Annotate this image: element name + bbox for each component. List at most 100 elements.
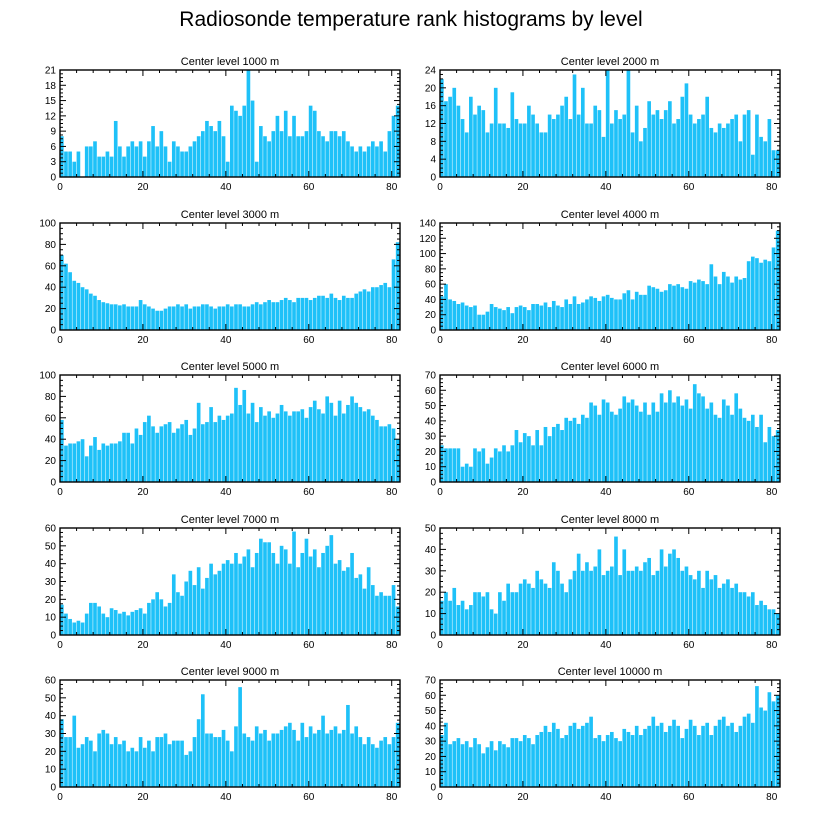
histogram-bar [531,587,535,635]
histogram-bar [701,725,705,787]
histogram-bar [387,744,392,787]
histogram-bar [138,141,143,177]
histogram-bar [676,396,680,482]
y-tick-label: 80 [425,264,437,275]
histogram-bar [568,420,573,482]
histogram-bar [205,577,209,635]
x-tick-label: 20 [517,487,529,498]
histogram-bar [263,729,267,787]
histogram-bar [668,284,672,330]
histogram-bar [366,737,371,787]
histogram-bar [535,123,540,177]
y-tick-label: 21 [45,66,57,77]
histogram-bar [259,733,263,787]
histogram-bar [610,566,614,635]
y-tick-label: 0 [50,326,56,337]
histogram-bar [564,299,569,330]
histogram-bar [217,570,222,635]
x-tick-label: 20 [137,792,149,803]
histogram-bar [568,725,573,787]
histogram-bar [464,463,469,482]
histogram-bar [576,304,581,330]
histogram-bar [89,602,93,635]
histogram-panel: Center level 5000 m 0 20 40 60 80 0 20 40 60 80 100 [39,361,401,498]
histogram-bar [60,136,64,177]
histogram-bar [763,442,768,482]
histogram-bar [167,306,172,330]
histogram-bar [647,285,651,330]
histogram-bar [518,583,523,635]
histogram-bar [717,417,722,482]
histogram-bar [493,613,498,635]
histogram-bar [304,737,309,787]
histogram-bar [738,408,743,482]
histogram-bar [593,566,598,635]
histogram-bar [717,587,722,635]
histogram-bar [750,414,755,482]
histogram-bar [601,136,606,178]
histogram-bar [383,282,388,330]
histogram-bar [750,154,755,177]
histogram-bar [271,302,276,330]
histogram-bar [614,110,618,178]
histogram-bar [680,96,685,177]
histogram-bar [738,592,743,635]
histogram-bar [209,306,213,330]
histogram-bar [767,119,772,177]
histogram-bar [176,592,180,635]
histogram-bar [655,725,660,787]
histogram-bar [622,549,627,635]
histogram-bar [196,719,201,787]
histogram-bar [510,738,515,787]
histogram-bar [585,417,589,482]
histogram-bar [275,563,280,635]
histogram-bar [601,575,606,635]
histogram-bar [230,563,234,635]
histogram-bar [477,592,481,635]
y-tick-label: 40 [425,416,437,427]
histogram-bar [750,256,755,330]
histogram-bar [89,293,93,330]
histogram-bar [572,417,577,482]
histogram-bar [64,613,68,635]
y-tick-label: 80 [45,240,57,251]
histogram-bar [354,402,359,482]
histogram-bar [308,105,313,177]
histogram-bar [576,728,581,787]
histogram-bar [593,738,598,787]
histogram-bar [225,560,230,635]
histogram-bar [668,390,672,482]
histogram-bar [734,276,739,330]
histogram-bar [775,430,780,482]
histogram-bar [395,722,400,787]
histogram-bar [663,731,668,787]
histogram-bar [391,115,396,177]
histogram-bar [742,592,747,635]
histogram-bar [680,405,685,482]
histogram-bar [80,287,85,330]
histogram-bar [159,737,164,787]
histogram-bar [263,302,267,330]
histogram-bar [76,282,81,330]
histogram-bar [460,466,465,482]
histogram-bar [639,411,643,482]
histogram-bar [126,615,130,635]
histogram-bar [259,407,263,482]
histogram-bar [713,132,718,177]
x-tick-label: 40 [220,335,232,346]
y-tick-label: 40 [45,435,57,446]
x-tick-label: 60 [303,792,315,803]
histogram-bar [101,613,106,635]
histogram-bar [205,733,209,787]
histogram-bar [200,304,205,330]
histogram-bar [473,114,477,177]
y-tick-label: 40 [45,559,57,570]
histogram-bar [130,306,135,330]
histogram-bar [138,737,143,787]
y-tick-label: 24 [425,66,437,77]
histogram-bar [618,408,622,482]
histogram-bar [64,263,68,330]
histogram-bar [564,417,569,482]
histogram-bar [572,722,577,787]
histogram-bar [196,567,201,635]
